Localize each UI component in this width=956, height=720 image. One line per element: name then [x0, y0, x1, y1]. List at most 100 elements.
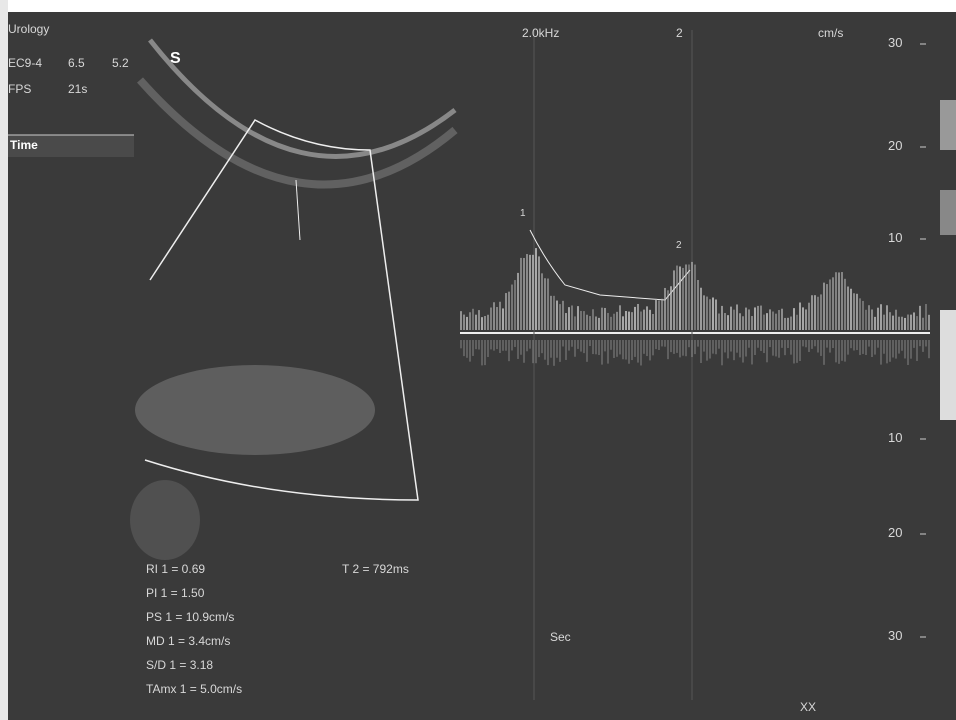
spectrum-line [529, 340, 531, 349]
spectrum-line [706, 340, 708, 361]
spectrum-line [667, 290, 669, 330]
spectrum-line [733, 340, 735, 361]
spectrum-line [565, 340, 567, 360]
spectrum-line [850, 340, 852, 349]
spectrum-line [661, 340, 663, 347]
spectrum-line [463, 340, 465, 357]
spectrum-line [499, 340, 501, 354]
spectrum-line [877, 340, 879, 348]
unit: cm/s [818, 26, 844, 40]
spectrum-line [655, 340, 657, 350]
spectrum-line [538, 256, 540, 330]
spectrum-line [649, 340, 651, 361]
spectrum-line [490, 340, 492, 350]
spectrum-line [748, 340, 750, 348]
orientation-marker: S [170, 50, 181, 67]
spectrum-line [472, 340, 474, 356]
fps: 21s [68, 82, 88, 96]
spectrum-line [478, 310, 480, 330]
spectrum-line [499, 301, 501, 330]
spectrum-line [769, 309, 771, 330]
spectrum-line [571, 340, 573, 347]
spectrum-line [643, 340, 645, 354]
spectrum-line [754, 340, 756, 355]
spectrum-line [853, 293, 855, 330]
spectrum-line [922, 317, 924, 330]
spectrum-line [625, 340, 627, 360]
spectrum-line [724, 340, 726, 353]
spectrum-line [919, 340, 921, 347]
spectrum-line [790, 316, 792, 330]
spectrum-line [730, 306, 732, 330]
spectrum-line [892, 315, 894, 330]
spectrum-line [586, 340, 588, 362]
spectrum-line [682, 340, 684, 356]
spectrum-line [580, 310, 582, 330]
gray-bar [940, 190, 956, 235]
spectrum-line [544, 278, 546, 330]
spectrum-line [844, 278, 846, 330]
spectrum-line [550, 295, 552, 330]
spectrum-line [583, 340, 585, 354]
spectrum-line [616, 340, 618, 357]
spectrum-line [517, 272, 519, 330]
measurement: MD 1 = 3.4cm/s [146, 634, 231, 648]
spectrum-line [487, 314, 489, 330]
spectrum-line [784, 317, 786, 330]
spectrum-line [763, 314, 765, 330]
spectrum-line [889, 312, 891, 330]
spectrum-line [766, 340, 768, 363]
spectrum-line [601, 340, 603, 365]
spectrum-line [649, 309, 651, 330]
spectrum-line [505, 293, 507, 330]
spectrum-line [727, 315, 729, 330]
spectrum-line [463, 314, 465, 330]
spectrum-line [865, 340, 867, 356]
spectrum-line [808, 302, 810, 330]
spectrum-line [607, 340, 609, 364]
spectrum-line [928, 314, 930, 330]
spectrum-line [532, 340, 534, 364]
spectrum-line [625, 311, 627, 330]
spectrum-line [529, 254, 531, 330]
spectrum-line [502, 308, 504, 330]
spectrum-line [916, 316, 918, 330]
spectrum-line [709, 299, 711, 330]
spectrum-line [781, 308, 783, 330]
spectrum-line [793, 340, 795, 364]
spectrum-line [535, 340, 537, 364]
spectrum-line [901, 316, 903, 330]
status: XX [800, 700, 817, 714]
spectrum-line [514, 340, 516, 347]
spectrum-line [676, 265, 678, 330]
spectrum-line [514, 280, 516, 330]
spectrum-line [901, 340, 903, 351]
spectrum-line [484, 316, 486, 330]
spectrum-line [691, 340, 693, 358]
spectrum-line [700, 340, 702, 364]
spectrum-line [859, 340, 861, 356]
scale-label: 20 [888, 525, 903, 540]
spectrum-line [826, 284, 828, 330]
spectrum-line [634, 340, 636, 357]
spectrum-line [778, 310, 780, 330]
spectrum-line [718, 313, 720, 330]
probe: EC9-4 [8, 56, 43, 70]
time-label[interactable]: Time [10, 138, 38, 152]
spectrum-line [742, 340, 744, 363]
spectrum-line [631, 340, 633, 361]
spectrum-line [520, 340, 522, 355]
spectrum-line [799, 340, 801, 362]
spectrum-line [589, 340, 591, 347]
spectrum-line [544, 340, 546, 360]
spectrum-line [691, 261, 693, 330]
spectrum-line [631, 312, 633, 330]
spectrum-line [880, 304, 882, 330]
spectrum-line [703, 340, 705, 352]
spectrum [460, 248, 930, 366]
gray-bar [940, 310, 956, 420]
spectrum-line [682, 267, 684, 330]
spectrum-line [466, 340, 468, 358]
spectrum-line [781, 340, 783, 348]
